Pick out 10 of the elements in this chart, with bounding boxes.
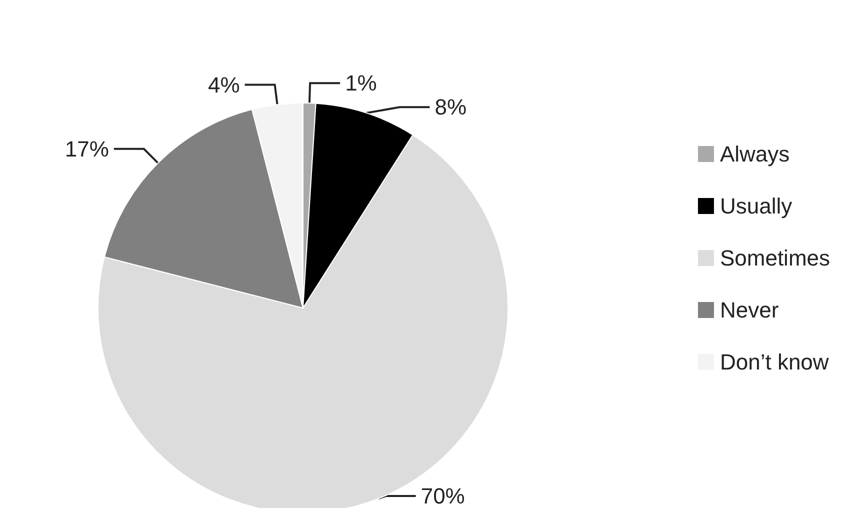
legend-label: Never bbox=[720, 298, 779, 322]
data-label: 4% bbox=[208, 72, 240, 98]
data-label: 17% bbox=[64, 136, 109, 162]
legend-label: Sometimes bbox=[720, 246, 830, 270]
data-label: 70% bbox=[420, 484, 465, 508]
legend-label: Don’t know bbox=[720, 350, 829, 374]
data-label: 8% bbox=[434, 94, 467, 120]
legend-label: Always bbox=[720, 142, 790, 166]
data-label: 1% bbox=[345, 70, 377, 96]
legend-label: Usually bbox=[720, 194, 792, 218]
